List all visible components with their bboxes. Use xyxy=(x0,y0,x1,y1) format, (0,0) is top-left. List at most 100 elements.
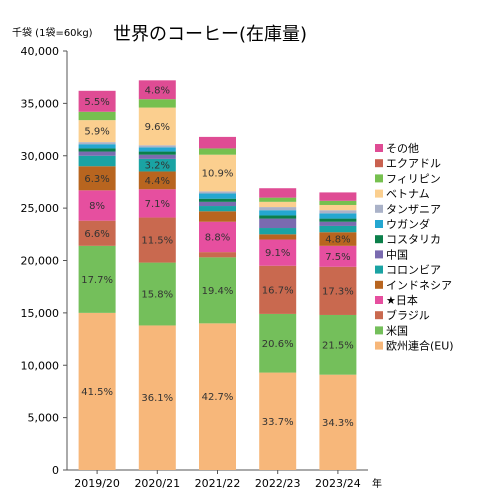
bar-segment xyxy=(319,225,357,233)
bar-segment xyxy=(259,207,297,211)
bar-segment xyxy=(138,107,176,146)
legend-swatch xyxy=(375,144,383,152)
bar-segment xyxy=(78,166,116,191)
x-tick-label: 2021/22 xyxy=(195,477,241,490)
bar-segment xyxy=(138,158,176,172)
bar-segment xyxy=(199,211,236,222)
bar-segment xyxy=(319,266,357,315)
data-label: 42.7% xyxy=(202,392,234,403)
bar-segment xyxy=(319,192,357,201)
bar-segment xyxy=(138,325,176,470)
legend-swatch xyxy=(375,250,383,259)
bar-segment xyxy=(138,189,176,218)
data-label: 19.4% xyxy=(202,286,234,297)
bar-segment xyxy=(259,218,297,229)
y-tick-label: 25,000 xyxy=(21,202,60,215)
bar-segment xyxy=(199,198,236,202)
data-label: 15.8% xyxy=(141,290,173,301)
bar-segment xyxy=(319,200,357,205)
chart-title: 世界のコーヒー(在庫量) xyxy=(113,24,307,45)
data-label: 8% xyxy=(89,201,105,212)
bar-segment xyxy=(199,191,236,194)
data-label: 7.5% xyxy=(325,252,350,263)
data-label: 20.6% xyxy=(262,339,294,350)
bar-segment xyxy=(259,188,297,198)
legend-label: コスタリカ xyxy=(386,233,441,246)
y-tick-label: 15,000 xyxy=(21,307,60,320)
legend-label: ウガンダ xyxy=(386,217,430,231)
data-label: 7.1% xyxy=(145,199,170,210)
legend-label: コロンビア xyxy=(386,264,441,277)
legend-swatch xyxy=(375,265,383,274)
bar-segment xyxy=(199,257,236,324)
y-tick-label: 40,000 xyxy=(21,45,60,58)
bar-segment xyxy=(138,147,176,152)
bar-segment xyxy=(319,204,357,211)
y-tick-label: 35,000 xyxy=(21,97,60,110)
bar-segment xyxy=(259,372,297,470)
bar-segment xyxy=(138,151,176,155)
data-label: 17.3% xyxy=(322,286,354,297)
bar-segment xyxy=(319,374,357,470)
data-label: 36.1% xyxy=(141,393,173,404)
bar-segment xyxy=(319,210,357,214)
bar-segment xyxy=(319,213,357,219)
y-tick-label: 30,000 xyxy=(21,150,60,163)
bar-segment xyxy=(78,144,116,149)
x-tick-label: 2019/20 xyxy=(74,477,120,490)
bar-segment xyxy=(259,215,297,219)
data-label: 5.5% xyxy=(84,97,109,108)
legend-swatch xyxy=(375,311,383,320)
y-tick-label: 10,000 xyxy=(21,359,60,372)
bar-segment xyxy=(199,148,236,155)
bar-segment xyxy=(78,111,116,121)
legend-swatch xyxy=(375,204,383,213)
legend-label: エクアドル xyxy=(386,157,441,170)
legend-label: ブラジル xyxy=(386,308,430,322)
legend-label: その他 xyxy=(386,142,419,155)
bar-segment xyxy=(199,193,236,199)
plot-area: 0 5,000 10,000 15,000 20,000 25,000 30,000 35,0… xyxy=(21,45,383,490)
y-tick-label: 0 xyxy=(52,464,59,477)
bar-segment xyxy=(138,154,176,159)
bar-segment xyxy=(78,120,116,143)
data-label: 4.8% xyxy=(145,85,170,96)
data-label: 5.9% xyxy=(84,127,109,138)
legend-swatch xyxy=(375,220,383,228)
bar-segment xyxy=(78,142,116,145)
bar-segment xyxy=(199,252,236,258)
data-label: 8.8% xyxy=(205,232,230,243)
data-label: 11.5% xyxy=(141,236,173,247)
legend-swatch xyxy=(375,341,383,350)
bar-segment xyxy=(319,218,357,222)
bar-segment xyxy=(259,228,297,235)
data-label: 3.2% xyxy=(145,161,170,172)
legend-swatch xyxy=(375,235,383,244)
legend-swatch xyxy=(375,296,383,304)
bar-segment xyxy=(259,197,297,202)
bar-segment xyxy=(138,99,176,108)
bar-segment xyxy=(259,201,297,208)
y-tick-label: 20,000 xyxy=(21,255,60,268)
bar-segment xyxy=(199,201,236,207)
x-tick-label: 2020/21 xyxy=(134,477,180,490)
legend-swatch xyxy=(375,174,383,183)
bar-segment xyxy=(259,210,297,216)
legend-label: 中国 xyxy=(386,248,408,261)
data-label: 10.9% xyxy=(202,169,234,180)
bar-segment xyxy=(138,262,176,326)
bar-segment xyxy=(259,313,297,373)
data-label: 34.3% xyxy=(322,418,354,429)
bar-segment xyxy=(78,148,116,152)
unit-note: 千袋 (1袋=60kg) xyxy=(12,26,93,39)
legend-swatch xyxy=(375,280,383,289)
bar-segment xyxy=(78,90,116,112)
data-label: 33.7% xyxy=(262,417,294,428)
bar-segment xyxy=(259,239,297,266)
data-label: 4.4% xyxy=(145,176,170,187)
bar-segment xyxy=(138,145,176,148)
bar-segment xyxy=(138,217,176,263)
data-label: 9.6% xyxy=(145,122,170,133)
data-label: 6.3% xyxy=(84,174,109,185)
